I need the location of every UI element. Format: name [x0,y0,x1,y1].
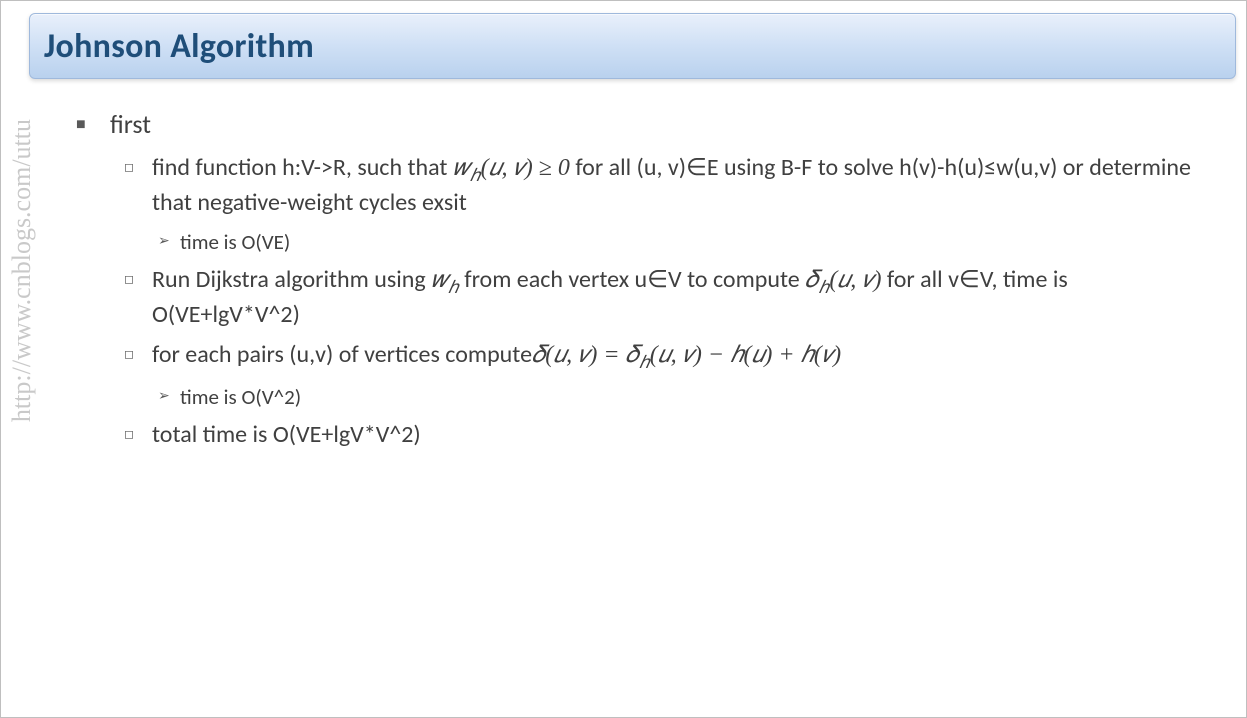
bullet-level1: ■ first [76,107,1206,142]
bullet-text: find function h:V->R, such that 𝑤ℎ(𝑢, 𝑣)… [152,152,1206,220]
hollow-square-icon: ◻ [124,339,152,374]
bullet-text: total time is O(VE+lgV*V^2) [152,419,421,451]
square-bullet-icon: ■ [76,107,110,142]
math-expr: 𝑤ℎ [431,267,459,293]
hollow-square-icon: ◻ [124,419,152,451]
slide: Johnson Algorithm http://www.cnblogs.com… [0,0,1247,718]
bullet-level3: ➢ time is O(V^2) [158,383,1206,411]
bullet-level2: ◻ total time is O(VE+lgV*V^2) [124,419,1206,451]
hollow-square-icon: ◻ [124,152,152,220]
bullet-text: for each pairs (u,v) of vertices compute… [152,339,841,374]
bullet-text: first [110,107,151,142]
math-expr: 𝛿(𝑢, 𝑣) = 𝛿ℎ(𝑢, 𝑣) − ℎ(𝑢) + ℎ(𝑣) [532,342,841,368]
title-bar: Johnson Algorithm [29,13,1236,79]
bullet-text: Run Dijkstra algorithm using 𝑤ℎ from eac… [152,264,1206,332]
bullet-level2: ◻ find function h:V->R, such that 𝑤ℎ(𝑢, … [124,152,1206,220]
slide-title: Johnson Algorithm [44,26,314,67]
level2-group: ◻ find function h:V->R, such that 𝑤ℎ(𝑢, … [124,152,1206,451]
math-expr: 𝑤ℎ(𝑢, 𝑣) ≥ 0 [453,155,570,181]
bullet-text: time is O(VE) [180,228,290,256]
slide-content: ■ first ◻ find function h:V->R, such tha… [76,107,1206,459]
bullet-level2: ◻ Run Dijkstra algorithm using 𝑤ℎ from e… [124,264,1206,332]
bullet-level3: ➢ time is O(VE) [158,228,1206,256]
watermark-url: http://www.cnblogs.com/uttu [7,119,37,422]
arrow-bullet-icon: ➢ [158,383,180,411]
bullet-level2: ◻ for each pairs (u,v) of vertices compu… [124,339,1206,374]
bullet-text: time is O(V^2) [180,383,301,411]
hollow-square-icon: ◻ [124,264,152,332]
arrow-bullet-icon: ➢ [158,228,180,256]
math-expr: 𝛿ℎ(𝑢, 𝑣) [805,267,881,293]
